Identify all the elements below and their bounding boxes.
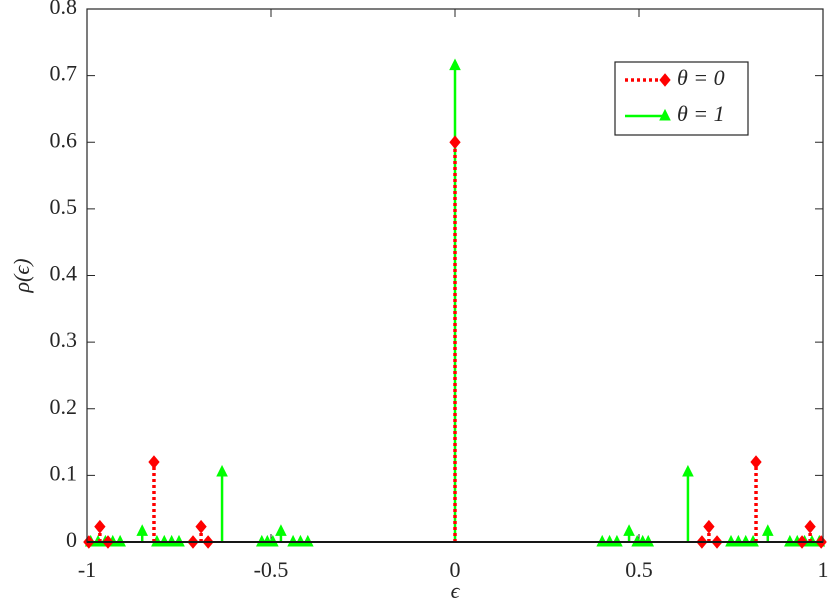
stem-marker [703, 519, 715, 534]
axes-box [86, 8, 824, 543]
stem-marker [216, 464, 228, 477]
y-tick-label: 0.1 [50, 460, 78, 485]
stem [449, 135, 461, 542]
x-tick-label: -0.5 [254, 557, 289, 582]
x-tick-label: -1 [78, 557, 96, 582]
stem [136, 524, 149, 542]
stem-marker [449, 135, 461, 150]
stem [703, 519, 715, 542]
stem-marker [750, 455, 762, 469]
y-tick-label: 0.2 [50, 394, 78, 419]
legend-label: θ = 1 [677, 101, 725, 126]
stem-marker [682, 464, 694, 477]
stem-marker [195, 519, 207, 534]
y-tick-label: 0.7 [50, 61, 78, 86]
y-axis-label: ρ(ϵ) [9, 258, 34, 293]
stem-marker [449, 58, 461, 71]
stem [275, 524, 287, 542]
y-tick-label: 0 [66, 527, 77, 552]
stem-marker [136, 524, 149, 536]
stem [195, 519, 207, 542]
stem [148, 455, 160, 542]
x-tick-label: 0 [450, 557, 461, 582]
stem-marker [623, 524, 635, 536]
stem [761, 524, 774, 542]
stem [750, 455, 762, 542]
y-tick-label: 0.4 [50, 261, 78, 286]
x-axis-label: ϵ [451, 578, 461, 603]
stem-marker [275, 524, 287, 536]
legend-marker [659, 108, 671, 121]
y-tick-label: 0.8 [50, 0, 78, 19]
x-tick-label: 1 [818, 557, 829, 582]
stem [94, 519, 106, 542]
stem [216, 464, 228, 542]
y-tick-label: 0.6 [50, 127, 78, 152]
stem-marker [148, 455, 160, 469]
stem-marker [804, 519, 816, 534]
stem [682, 464, 694, 542]
x-tick-label: 0.5 [625, 557, 653, 582]
stem [623, 524, 635, 542]
stem-marker [761, 524, 774, 536]
legend-marker [659, 73, 671, 87]
y-tick-label: 0.5 [50, 194, 78, 219]
legend-box [614, 61, 749, 136]
stem [804, 519, 816, 542]
y-tick-label: 0.3 [50, 327, 78, 352]
legend-label: θ = 0 [677, 65, 725, 90]
stem-marker [94, 519, 106, 534]
